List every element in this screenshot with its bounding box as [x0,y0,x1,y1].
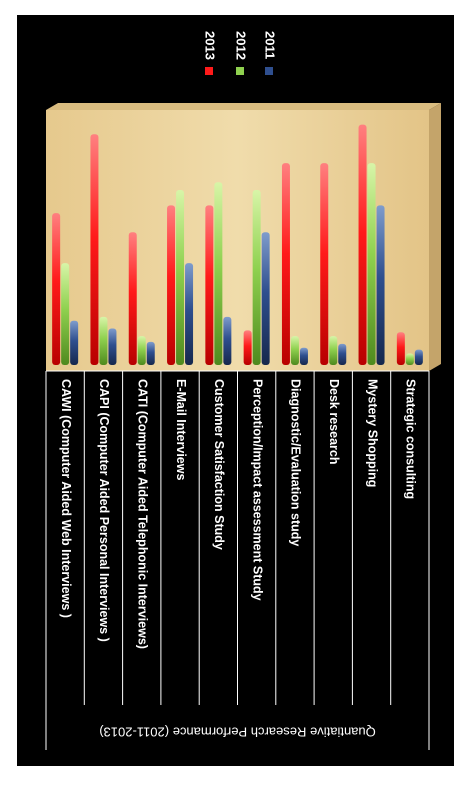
bar-2013-9 [358,124,367,365]
bar-2012-3 [137,336,146,365]
bar-2013-6 [243,330,252,365]
bar-2013-8 [320,163,329,365]
category-label-7: Diagnostic/Evaluation study [289,379,303,546]
category-label-8: Desk research [327,379,341,464]
bar-2013-5 [205,205,214,365]
bar-2013-7 [281,163,290,365]
bar-2011-8 [338,343,347,365]
bar-2013-4 [167,205,176,365]
chart-frame: CAWI (Computer Aided Web Interviews ) CAP… [17,15,454,766]
chart-wall-top [46,103,441,110]
bar-2012-7 [290,336,299,365]
bar-2012-10 [405,353,414,365]
bar-2012-9 [367,163,376,365]
bar-2012-1 [61,263,70,365]
bar-2012-5 [214,182,223,365]
chart-svg: CAWI (Computer Aided Web Interviews ) CAP… [45,31,441,750]
category-table: CAWI (Computer Aided Web Interviews ) CAP… [45,370,430,750]
bar-2011-3 [146,341,155,365]
legend: 2013 2012 2011 [203,31,278,75]
category-label-1: CAWI (Computer Aided Web Interviews ) [59,379,73,618]
legend-label-2012: 2012 [234,31,249,60]
legend-label-2011: 2011 [263,31,278,59]
bar-2011-2 [108,328,117,365]
bar-2013-2 [90,134,99,365]
bar-2011-4 [185,263,194,365]
bar-2011-5 [223,316,232,365]
category-label-10: Strategic consulting [404,379,418,499]
bar-2011-7 [299,347,308,365]
bar-2013-10 [396,332,405,365]
category-label-6: Perception/Impact assessment Study [250,379,264,601]
category-label-9: Mystery Shopping [365,379,379,487]
chart-title: Quantiative Research Performance (2011-2… [99,725,376,740]
bars-group [52,124,423,365]
bar-2011-10 [414,349,423,365]
chart-floor [429,103,441,371]
legend-marker-2011 [265,67,273,75]
category-label-2: CAPI (Computer Aided Personal Interviews… [97,379,111,642]
bar-2012-6 [252,190,261,365]
category-label-4: E-Mail Interviews [174,379,188,480]
bar-2012-4 [176,190,185,365]
bar-2011-6 [261,232,270,365]
bar-2011-9 [376,205,385,365]
bar-2013-3 [128,232,137,365]
legend-marker-2013 [205,67,213,75]
bar-2011-1 [70,320,79,365]
legend-label-2013: 2013 [203,31,218,60]
category-label-5: Customer Satisfaction Study [212,379,226,550]
bar-2013-1 [52,213,61,365]
legend-marker-2012 [236,67,244,75]
bar-2012-2 [99,316,108,365]
bar-2012-8 [329,336,338,365]
category-label-3: CATI (Computer Aided Telephonic Intervie… [135,379,149,649]
